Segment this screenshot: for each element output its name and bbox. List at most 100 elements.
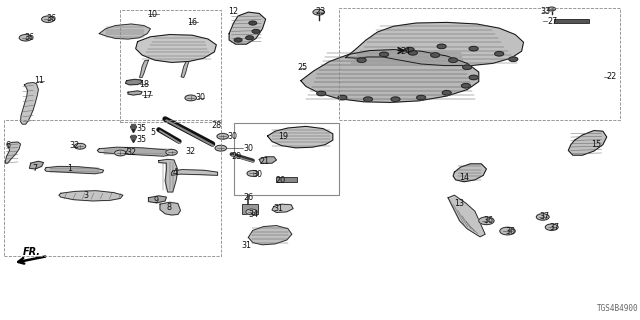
Polygon shape: [45, 166, 104, 174]
Polygon shape: [148, 196, 166, 203]
Polygon shape: [20, 83, 38, 124]
Text: 35: 35: [136, 124, 147, 133]
Text: 23: 23: [316, 7, 326, 16]
Circle shape: [42, 16, 54, 22]
Text: 27: 27: [547, 17, 557, 26]
Circle shape: [417, 95, 426, 100]
Text: 36: 36: [24, 33, 35, 42]
Text: 18: 18: [140, 80, 150, 89]
Text: 17: 17: [142, 91, 152, 100]
Text: TGS4B4900: TGS4B4900: [597, 304, 639, 313]
Polygon shape: [346, 22, 524, 66]
Text: 25: 25: [298, 63, 308, 72]
Text: 21: 21: [259, 157, 269, 166]
Text: 22: 22: [606, 72, 616, 81]
Circle shape: [185, 95, 196, 101]
Polygon shape: [268, 126, 333, 148]
Circle shape: [431, 53, 440, 57]
Text: 30: 30: [227, 132, 237, 141]
Circle shape: [500, 227, 515, 235]
Polygon shape: [125, 79, 142, 85]
Circle shape: [246, 36, 253, 40]
Text: 11: 11: [34, 76, 44, 85]
Text: 14: 14: [460, 173, 470, 182]
Polygon shape: [59, 191, 123, 201]
Polygon shape: [128, 91, 142, 95]
Circle shape: [469, 46, 478, 51]
Circle shape: [364, 97, 372, 101]
Circle shape: [405, 47, 414, 52]
Polygon shape: [448, 195, 485, 237]
Text: 37: 37: [549, 223, 559, 232]
Circle shape: [74, 143, 86, 149]
Polygon shape: [159, 159, 178, 192]
Polygon shape: [97, 147, 176, 156]
Circle shape: [338, 95, 347, 100]
Bar: [554, 19, 589, 23]
Bar: [339, 8, 620, 120]
Circle shape: [357, 58, 366, 62]
Polygon shape: [181, 61, 189, 77]
Text: 28: 28: [211, 121, 221, 130]
Text: 13: 13: [454, 199, 465, 208]
Text: 9: 9: [154, 196, 159, 205]
Polygon shape: [453, 164, 486, 182]
Circle shape: [545, 224, 558, 230]
Text: 6: 6: [6, 141, 11, 150]
Text: 30: 30: [243, 144, 253, 153]
Polygon shape: [568, 131, 607, 155]
Circle shape: [215, 145, 227, 151]
Bar: [120, 10, 221, 122]
Circle shape: [495, 52, 504, 56]
Text: 29: 29: [232, 152, 242, 161]
Text: 5: 5: [150, 128, 156, 137]
Bar: [276, 177, 297, 182]
Polygon shape: [248, 226, 292, 245]
Circle shape: [509, 57, 518, 61]
Circle shape: [115, 150, 126, 156]
Polygon shape: [99, 24, 150, 39]
Circle shape: [479, 217, 494, 225]
Text: 24: 24: [401, 47, 411, 56]
Text: 26: 26: [243, 193, 253, 202]
Bar: [242, 204, 258, 214]
Circle shape: [461, 84, 470, 88]
Text: 32: 32: [127, 148, 137, 157]
Circle shape: [247, 171, 259, 176]
Text: 32: 32: [186, 147, 196, 156]
Text: 36: 36: [47, 14, 57, 23]
Text: 31: 31: [242, 241, 252, 250]
Circle shape: [246, 209, 257, 215]
Text: 15: 15: [591, 140, 601, 149]
Circle shape: [442, 91, 451, 95]
Polygon shape: [301, 50, 479, 102]
Circle shape: [536, 214, 549, 220]
Circle shape: [249, 21, 257, 25]
Text: 10: 10: [147, 10, 157, 19]
Text: 33: 33: [541, 7, 551, 16]
Text: 36: 36: [484, 216, 494, 225]
Text: 4: 4: [173, 168, 178, 177]
Circle shape: [437, 44, 446, 49]
Text: 19: 19: [278, 132, 288, 141]
Text: 31: 31: [274, 204, 284, 212]
Circle shape: [391, 97, 400, 101]
Circle shape: [548, 7, 556, 11]
Text: 36: 36: [506, 227, 516, 236]
Text: 1: 1: [67, 164, 72, 172]
Text: 16: 16: [187, 18, 197, 27]
Circle shape: [408, 51, 417, 55]
Circle shape: [166, 149, 177, 155]
Text: FR.: FR.: [23, 247, 41, 257]
Bar: [4, 120, 221, 256]
Circle shape: [317, 91, 326, 96]
Text: 37: 37: [540, 212, 550, 221]
Text: 30: 30: [195, 93, 205, 102]
Circle shape: [234, 38, 242, 42]
Text: 3: 3: [83, 191, 88, 200]
Polygon shape: [272, 204, 293, 212]
Polygon shape: [5, 142, 20, 163]
Circle shape: [252, 29, 260, 33]
Text: 7: 7: [32, 164, 37, 172]
Text: 34: 34: [248, 210, 259, 219]
